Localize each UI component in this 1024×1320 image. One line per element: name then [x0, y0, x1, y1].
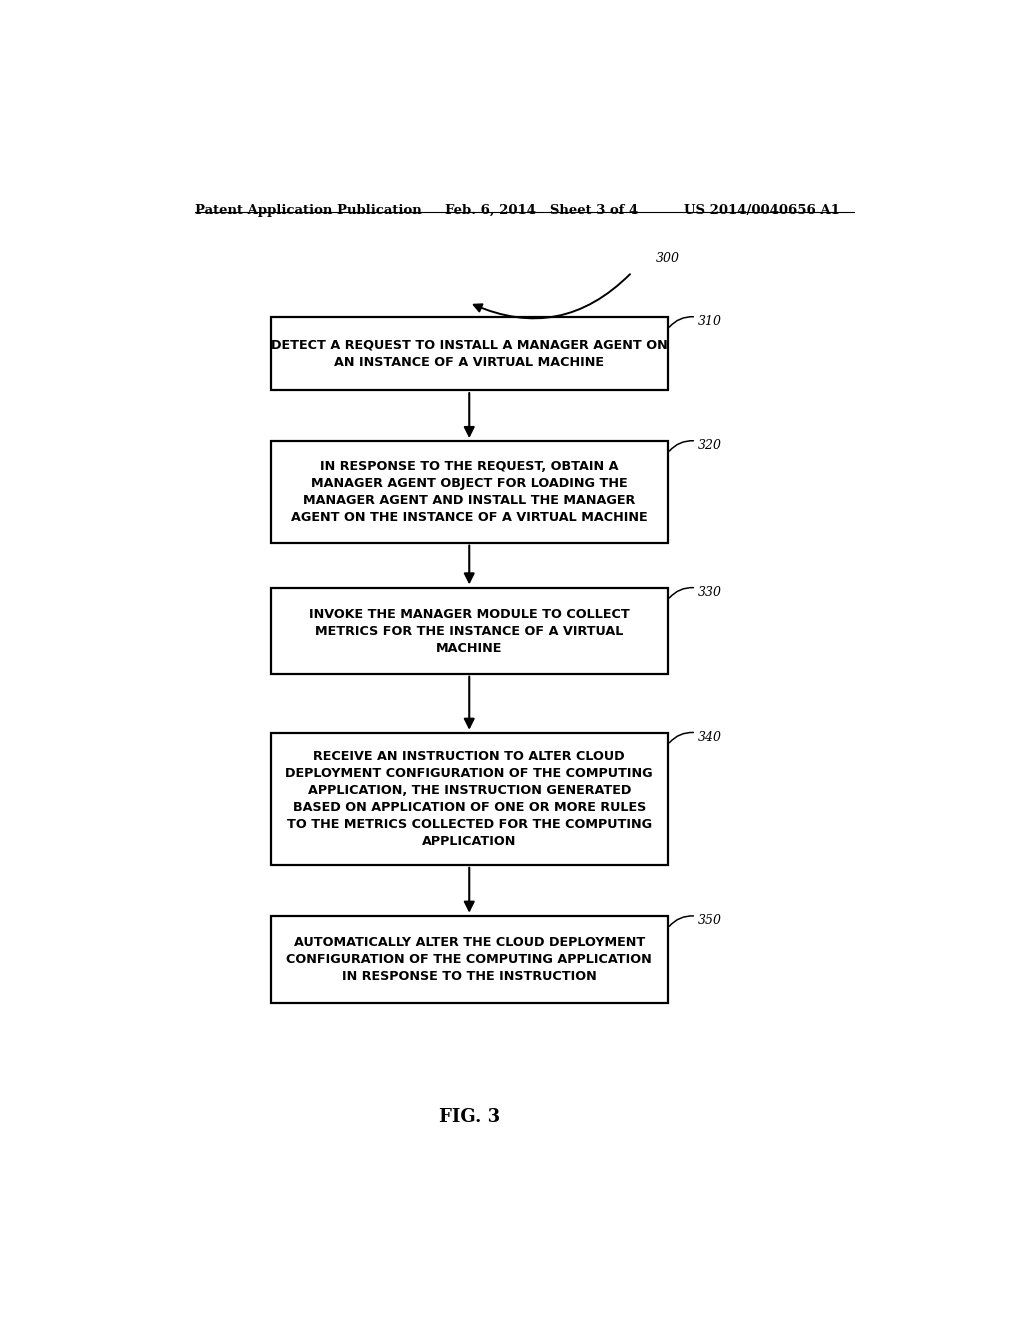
Text: 340: 340	[697, 731, 722, 743]
Text: IN RESPONSE TO THE REQUEST, OBTAIN A
MANAGER AGENT OBJECT FOR LOADING THE
MANAGE: IN RESPONSE TO THE REQUEST, OBTAIN A MAN…	[291, 459, 647, 524]
Text: 350: 350	[697, 913, 722, 927]
Text: Feb. 6, 2014   Sheet 3 of 4: Feb. 6, 2014 Sheet 3 of 4	[445, 205, 639, 216]
FancyBboxPatch shape	[270, 317, 668, 391]
FancyBboxPatch shape	[270, 733, 668, 865]
Text: 300: 300	[655, 252, 680, 265]
Text: RECEIVE AN INSTRUCTION TO ALTER CLOUD
DEPLOYMENT CONFIGURATION OF THE COMPUTING
: RECEIVE AN INSTRUCTION TO ALTER CLOUD DE…	[286, 750, 653, 847]
Text: 330: 330	[697, 586, 722, 599]
FancyBboxPatch shape	[270, 441, 668, 543]
Text: Patent Application Publication: Patent Application Publication	[196, 205, 422, 216]
Text: FIG. 3: FIG. 3	[438, 1107, 500, 1126]
Text: 320: 320	[697, 440, 722, 451]
Text: 310: 310	[697, 315, 722, 327]
Text: DETECT A REQUEST TO INSTALL A MANAGER AGENT ON
AN INSTANCE OF A VIRTUAL MACHINE: DETECT A REQUEST TO INSTALL A MANAGER AG…	[271, 338, 668, 368]
Text: INVOKE THE MANAGER MODULE TO COLLECT
METRICS FOR THE INSTANCE OF A VIRTUAL
MACHI: INVOKE THE MANAGER MODULE TO COLLECT MET…	[309, 607, 630, 655]
Text: US 2014/0040656 A1: US 2014/0040656 A1	[684, 205, 840, 216]
Text: AUTOMATICALLY ALTER THE CLOUD DEPLOYMENT
CONFIGURATION OF THE COMPUTING APPLICAT: AUTOMATICALLY ALTER THE CLOUD DEPLOYMENT…	[287, 936, 652, 983]
FancyBboxPatch shape	[270, 587, 668, 675]
FancyBboxPatch shape	[270, 916, 668, 1002]
